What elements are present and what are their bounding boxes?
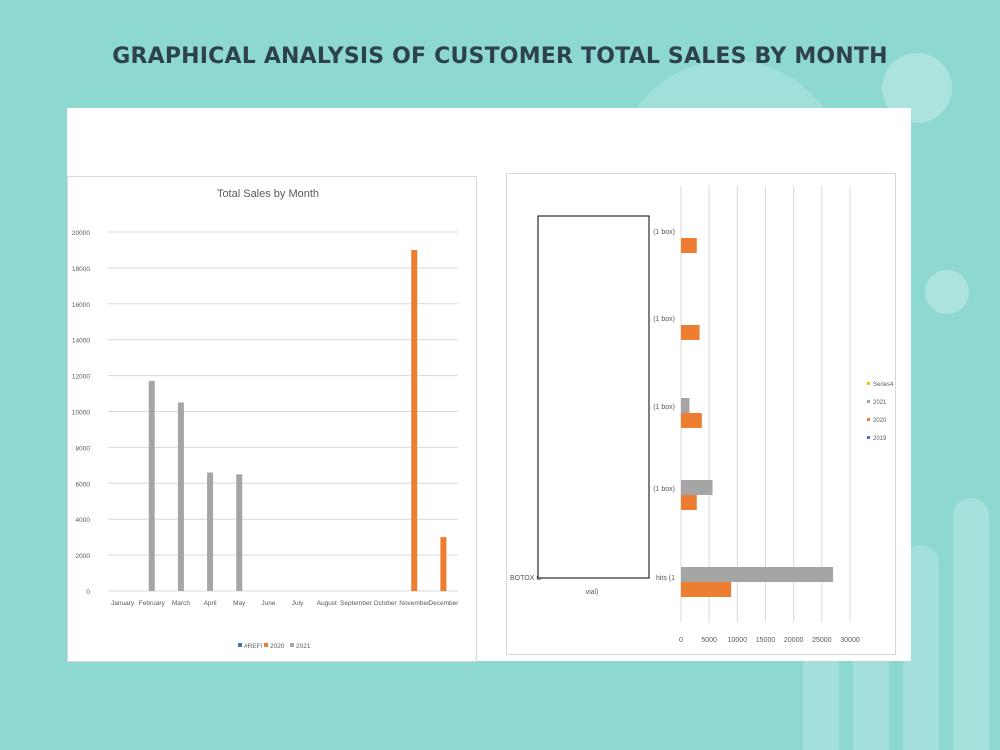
bar-2021-february bbox=[148, 380, 155, 591]
bar-2020-item-1 bbox=[681, 238, 697, 253]
y-tick-label: 10000 bbox=[72, 410, 90, 417]
x-tick-label: 5000 bbox=[701, 637, 717, 644]
product-sales-chart: 0 5000 10000 15000 20000 25000 30000 (1 box) (1 … bbox=[506, 173, 896, 655]
legend-swatch bbox=[238, 643, 242, 647]
x-tick-label: April bbox=[204, 600, 218, 607]
category-label: (1 box) bbox=[653, 404, 675, 411]
bar-2020-item-4 bbox=[681, 495, 697, 510]
x-tick-label: 0 bbox=[679, 637, 683, 644]
y-tick-label: 6000 bbox=[76, 481, 91, 488]
x-tick-label: November bbox=[399, 600, 430, 607]
product-sales-chart-svg: 0 5000 10000 15000 20000 25000 30000 (1 box) (1 … bbox=[510, 186, 894, 644]
category-label: (1 box) bbox=[653, 316, 675, 323]
legend-swatch bbox=[290, 643, 294, 647]
bar-2020-december bbox=[440, 537, 447, 591]
legend-label: 2021 bbox=[296, 643, 311, 650]
legend-swatch bbox=[867, 436, 870, 439]
legend-label: 2019 bbox=[873, 436, 887, 442]
bar-2020-item-5 bbox=[681, 582, 732, 597]
x-tick-label: 10000 bbox=[728, 637, 748, 644]
x-tick-label: February bbox=[139, 600, 166, 607]
x-tick-label: 20000 bbox=[784, 637, 804, 644]
legend-label: 2021 bbox=[873, 400, 887, 406]
x-tick-label: 15000 bbox=[756, 637, 776, 644]
y-tick-label: 20000 bbox=[72, 230, 90, 237]
legend-label: 2020 bbox=[873, 418, 887, 424]
y-tick-label: 8000 bbox=[76, 445, 91, 452]
deco-bar-4 bbox=[953, 498, 989, 750]
x-tick-label: September bbox=[340, 600, 373, 607]
bar-2021-item-4 bbox=[681, 480, 713, 495]
y-tick-label: 14000 bbox=[72, 338, 90, 345]
legend-swatch bbox=[867, 418, 870, 421]
monthly-sales-chart-svg: Total Sales by Month 0 2000 4000 6000 8000 10… bbox=[72, 188, 459, 650]
bar-2021-march bbox=[177, 402, 184, 591]
chart-title: Total Sales by Month bbox=[217, 188, 319, 200]
legend-label: Series4 bbox=[873, 382, 894, 388]
category-label: hits (1 bbox=[656, 575, 675, 582]
deco-circle-small bbox=[925, 270, 969, 314]
bar-2020-item-2 bbox=[681, 325, 700, 340]
x-tick-label: July bbox=[292, 600, 304, 607]
label-overlay-box bbox=[537, 215, 650, 579]
bar-2020-item-3 bbox=[681, 413, 702, 428]
bar-2021-item-3 bbox=[681, 398, 690, 413]
x-tick-label: March bbox=[172, 600, 190, 607]
category-label: vial) bbox=[586, 589, 599, 596]
legend-swatch bbox=[264, 643, 268, 647]
deco-circle-top-right bbox=[882, 53, 952, 123]
legend-swatch bbox=[867, 400, 870, 403]
bar-2021-item-5 bbox=[681, 567, 834, 582]
x-tick-label: 25000 bbox=[812, 637, 832, 644]
y-tick-label: 2000 bbox=[76, 553, 91, 560]
category-label: (1 box) bbox=[653, 486, 675, 493]
legend-label: 2020 bbox=[270, 643, 285, 650]
x-tick-label: August bbox=[317, 600, 337, 607]
bar-2020-november bbox=[411, 249, 418, 591]
deco-bar-3 bbox=[903, 545, 939, 750]
x-tick-label: 30000 bbox=[840, 637, 860, 644]
legend-swatch bbox=[867, 382, 870, 385]
x-tick-label: December bbox=[428, 600, 459, 607]
category-label: (1 box) bbox=[653, 229, 675, 236]
x-tick-label: June bbox=[261, 600, 275, 607]
y-tick-label: 16000 bbox=[72, 302, 90, 309]
y-tick-label: 0 bbox=[86, 589, 90, 596]
y-tick-label: 4000 bbox=[76, 517, 91, 524]
y-tick-label: 18000 bbox=[72, 266, 90, 273]
legend-label: #REF! bbox=[244, 643, 263, 650]
category-label: BOTOX C bbox=[510, 575, 541, 582]
y-tick-label: 12000 bbox=[72, 374, 90, 381]
x-tick-label: January bbox=[111, 600, 135, 607]
monthly-sales-chart: Total Sales by Month 0 2000 4000 6000 8000 10… bbox=[67, 176, 477, 662]
bar-2021-april bbox=[207, 472, 214, 591]
x-tick-label: May bbox=[233, 600, 246, 607]
page-title: GRAPHICAL ANALYSIS OF CUSTOMER TOTAL SAL… bbox=[112, 44, 888, 69]
x-tick-label: October bbox=[374, 600, 398, 607]
bar-2021-may bbox=[236, 474, 243, 591]
